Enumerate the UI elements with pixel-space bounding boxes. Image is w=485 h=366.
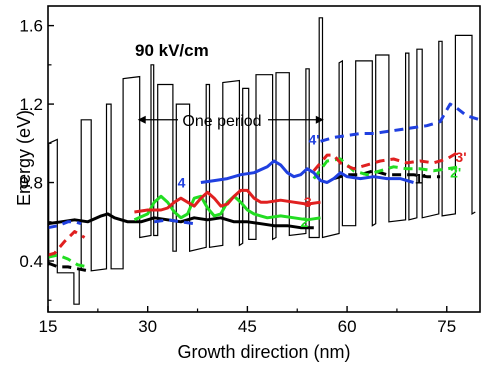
y-axis-label: Energy (eV) — [14, 110, 34, 206]
series-line-7-1 — [154, 218, 195, 226]
potential-layer — [48, 17, 476, 305]
curve-label-2: 2' — [450, 165, 461, 181]
x-tick-label-3: 60 — [338, 317, 357, 336]
x-tick-label-0: 15 — [39, 317, 58, 336]
series-line-2-0 — [133, 194, 321, 222]
curve-label-6: 4' — [309, 131, 320, 147]
period-arrowhead-right — [315, 115, 324, 124]
plot-frame — [47, 5, 481, 313]
x-axis-label: Growth direction (nm) — [177, 342, 350, 362]
potential-profile-line — [48, 17, 476, 305]
series-layer — [48, 102, 480, 273]
curve-label-3: 3 — [304, 194, 312, 210]
x-tick-label-2: 45 — [238, 317, 257, 336]
x-tick-label-1: 30 — [138, 317, 157, 336]
curve-label-4: 3' — [455, 149, 466, 165]
series-line-7-2 — [320, 102, 480, 143]
axis-layer: 15 30 45 60 75 0.4 0.8 1.2 1.6 — [19, 17, 456, 336]
series-line-1-1 — [333, 169, 441, 181]
period-arrowhead-left — [137, 115, 146, 124]
annotation-layer: 90 kV/cm One period 1' 2 2' 3 3' 4 4' — [135, 41, 467, 230]
y-tick-label-3: 1.6 — [19, 17, 43, 36]
series-line-7-0 — [48, 220, 82, 230]
y-tick-label-1: 0.8 — [19, 174, 43, 193]
series-line-5-1 — [312, 151, 458, 172]
series-line-4-0 — [134, 188, 321, 214]
y-tick-label-0: 0.4 — [19, 252, 43, 271]
series-line-6-0 — [200, 159, 414, 184]
curve-label-0: 1' — [415, 171, 426, 187]
period-label: One period — [182, 113, 261, 130]
series-line-1-0 — [48, 261, 89, 273]
x-tick-label-4: 75 — [437, 317, 456, 336]
field-annotation: 90 kV/cm — [135, 41, 209, 60]
curve-label-5: 4 — [178, 175, 186, 191]
y-tick-label-2: 1.2 — [19, 95, 43, 114]
series-line-3-0 — [48, 253, 89, 269]
curve-label-1: 2 — [301, 214, 309, 230]
series-line-5-0 — [48, 230, 86, 257]
